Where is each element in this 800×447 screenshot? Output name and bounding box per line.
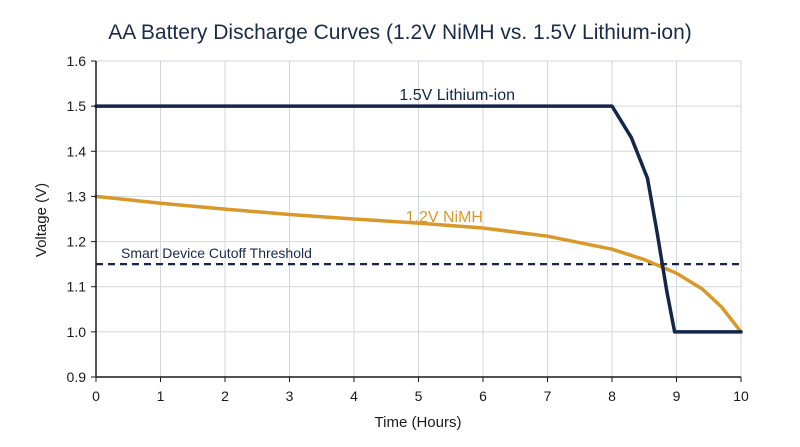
y-tick-label: 1.1 (67, 279, 87, 295)
threshold-label: Smart Device Cutoff Threshold (121, 245, 312, 261)
x-tick-label: 7 (544, 388, 552, 404)
y-tick-label: 1.6 (67, 53, 87, 69)
annotations: 1.5V Lithium-ion 1.2V NiMH (399, 87, 515, 226)
x-tick-label: 8 (608, 388, 616, 404)
x-tick-label: 4 (350, 388, 358, 404)
axes: 0 1 2 3 4 5 6 7 8 9 10 0.9 1.0 1.1 1.2 1.3 1.4 1.5 1.6 (67, 53, 749, 404)
chart-title: AA Battery Discharge Curves (1.2V NiMH v… (108, 21, 692, 44)
x-axis-label: Time (Hours) (375, 414, 462, 431)
x-tick-label: 0 (92, 388, 100, 404)
y-tick-label: 1.4 (67, 143, 87, 159)
x-tick-label: 6 (479, 388, 487, 404)
series-lines (94, 104, 743, 334)
x-tick-label: 5 (415, 388, 423, 404)
y-tick-label: 1.2 (67, 234, 87, 250)
series-line-nimh (94, 194, 743, 334)
x-tick-label: 1 (157, 388, 165, 404)
y-axis-label: Voltage (V) (33, 183, 50, 257)
y-tick-label: 1.3 (67, 188, 87, 204)
x-tick-label: 10 (733, 388, 749, 404)
y-tick-label: 1.5 (67, 98, 87, 114)
series-line-lithium-ion (94, 104, 743, 334)
x-tick-label: 3 (286, 388, 294, 404)
series-label-nimh: 1.2V NiMH (406, 209, 483, 226)
x-tick-label: 9 (673, 388, 681, 404)
threshold: Smart Device Cutoff Threshold (96, 245, 741, 266)
series-label-lithium-ion: 1.5V Lithium-ion (399, 87, 515, 104)
y-tick-label: 1.0 (67, 324, 87, 340)
x-tick-label: 2 (221, 388, 229, 404)
y-tick-label: 0.9 (67, 369, 87, 385)
